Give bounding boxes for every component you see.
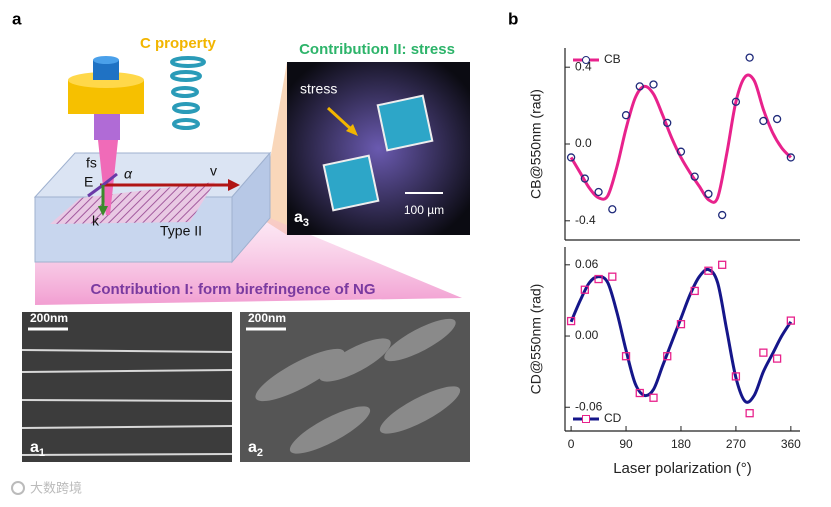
fs: fs xyxy=(86,155,97,171)
scale-label: 100 µm xyxy=(404,203,444,217)
marker xyxy=(759,116,768,126)
v-label: v xyxy=(210,163,217,179)
arrow-e xyxy=(87,183,104,198)
marker xyxy=(566,153,576,162)
scale-label: 200nm xyxy=(248,311,286,325)
arrowhead xyxy=(346,124,358,136)
objective xyxy=(94,114,120,140)
legend-marker xyxy=(582,415,590,423)
marker xyxy=(772,114,782,124)
legend-marker xyxy=(582,56,590,64)
marker xyxy=(635,82,644,91)
watermark-logo xyxy=(11,481,25,495)
cylinder-top xyxy=(93,56,119,64)
marker xyxy=(594,187,603,197)
marker xyxy=(759,348,768,357)
e-label: E xyxy=(84,174,93,190)
stress-arrow xyxy=(326,106,354,132)
inset-label: a1 xyxy=(30,439,45,459)
marker xyxy=(608,272,617,281)
marker xyxy=(690,286,699,296)
marker xyxy=(649,393,658,402)
marker xyxy=(772,354,782,363)
x-tick-label: 90 xyxy=(619,437,633,451)
marker xyxy=(676,147,686,156)
inset-label: a2 xyxy=(248,439,263,459)
arrowhead xyxy=(98,206,108,216)
y-axis-label: CB@550nm (rad) xyxy=(528,89,544,199)
y-tick-label: 0.06 xyxy=(575,257,599,271)
x-tick-label: 270 xyxy=(726,437,746,451)
c-property: C property xyxy=(140,35,217,52)
nanogratings xyxy=(21,349,233,456)
spiral xyxy=(170,56,206,130)
marker xyxy=(580,285,589,294)
marker xyxy=(621,352,631,361)
marker xyxy=(663,118,672,128)
legend-label: CB xyxy=(604,52,621,66)
marker xyxy=(745,53,754,62)
funnel xyxy=(35,218,462,305)
marker xyxy=(731,97,741,106)
marker xyxy=(635,388,644,398)
y-tick-label: 0.0 xyxy=(575,136,592,150)
marker xyxy=(704,189,713,199)
x-tick-label: 180 xyxy=(671,437,691,451)
inset-label: a3 xyxy=(294,209,309,229)
crystal xyxy=(376,94,434,152)
marker xyxy=(718,210,727,220)
contribution-1: Contribution I: form birefringence of NG xyxy=(91,281,376,298)
marker xyxy=(663,352,672,361)
sem-image xyxy=(22,312,232,462)
cylinder xyxy=(93,60,119,80)
beam xyxy=(98,140,118,215)
marker xyxy=(608,205,617,214)
x-tick-label: 0 xyxy=(568,437,575,451)
marker xyxy=(676,320,686,329)
marker xyxy=(690,172,699,181)
modified-region xyxy=(50,182,215,224)
arrowhead xyxy=(228,179,240,191)
nanopores xyxy=(255,318,461,454)
panel-label: a xyxy=(12,9,22,28)
marker xyxy=(580,174,589,183)
marker xyxy=(745,409,754,418)
y-tick-label: 0.00 xyxy=(575,328,599,342)
marker xyxy=(718,260,727,269)
stress-label: stress xyxy=(300,81,337,97)
legend-label: CD xyxy=(604,411,622,425)
y-tick-label: -0.06 xyxy=(575,399,603,413)
y-tick-label: -0.4 xyxy=(575,213,596,227)
crystal xyxy=(322,154,380,212)
stress-image xyxy=(287,62,470,235)
scale-label: 200nm xyxy=(30,311,68,325)
marker xyxy=(594,274,603,284)
fit-line xyxy=(569,73,792,204)
arrow-e xyxy=(102,172,118,187)
marker xyxy=(786,153,795,162)
marker xyxy=(621,111,631,120)
marker xyxy=(786,316,795,325)
watermark: 大数跨境 xyxy=(30,480,82,495)
marker xyxy=(566,316,576,326)
x-tick-label: 360 xyxy=(781,437,801,451)
x-axis-label: Laser polarization (°) xyxy=(613,460,752,477)
contribution-2: Contribution II: stress xyxy=(299,41,455,58)
type-label: Type II xyxy=(160,223,202,239)
marker xyxy=(731,372,741,381)
alpha-label: α xyxy=(124,166,133,182)
panel-label: b xyxy=(508,9,518,28)
fit-line xyxy=(569,267,793,404)
k-label: k xyxy=(92,213,100,229)
slab-side xyxy=(231,151,271,264)
marker xyxy=(649,80,658,89)
marker xyxy=(704,266,713,275)
y-axis-label: CD@550nm (rad) xyxy=(528,284,544,395)
